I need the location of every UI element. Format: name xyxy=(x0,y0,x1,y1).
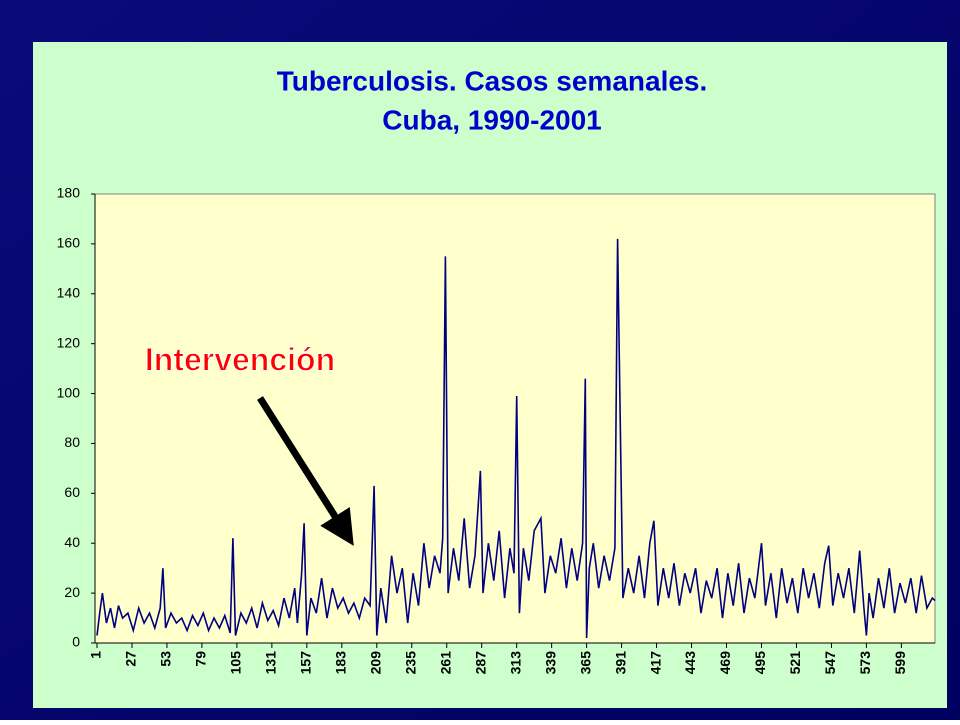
annotation: Intervención xyxy=(145,341,335,377)
annotation-arrow xyxy=(257,396,354,546)
y-tick-label: 80 xyxy=(64,434,80,450)
x-tick-label: 495 xyxy=(752,651,768,675)
x-tick-label: 105 xyxy=(228,651,244,675)
y-tick-label: 0 xyxy=(72,634,80,650)
data-line xyxy=(96,238,936,639)
x-tick-label: 235 xyxy=(402,651,418,675)
x-tick-label: 443 xyxy=(682,651,698,675)
x-tick-label: 183 xyxy=(333,651,349,675)
y-tick-label: 20 xyxy=(64,584,80,600)
x-tick-label: 339 xyxy=(542,651,558,675)
x-tick-label: 53 xyxy=(158,651,174,667)
y-tick-label: 180 xyxy=(57,185,81,201)
x-tick-label: 599 xyxy=(892,651,908,675)
y-tick-label: 160 xyxy=(57,235,81,251)
x-tick-label: 261 xyxy=(437,651,453,675)
x-tick-label: 79 xyxy=(193,651,209,667)
y-tick-label: 40 xyxy=(64,534,80,550)
x-tick-label: 131 xyxy=(263,651,279,675)
chart-title: Tuberculosis. Casos semanales. xyxy=(277,65,708,96)
x-tick-label: 365 xyxy=(577,651,593,675)
x-tick-label: 547 xyxy=(822,651,838,675)
x-tick-label: 391 xyxy=(612,651,628,675)
y-tick-label: 120 xyxy=(57,334,81,350)
x-tick-label: 313 xyxy=(507,651,523,675)
y-tick-label: 60 xyxy=(64,484,80,500)
x-tick-label: 417 xyxy=(647,651,663,675)
y-tick-label: 100 xyxy=(57,384,81,400)
y-tick-label: 140 xyxy=(57,284,81,300)
x-tick-label: 209 xyxy=(367,651,383,675)
plot-area xyxy=(94,193,936,644)
x-tick-label: 157 xyxy=(298,651,314,675)
x-tick-label: 1 xyxy=(88,651,104,659)
chart-subtitle: Cuba, 1990-2001 xyxy=(382,104,601,135)
plot: 0 20 40 60 80 100 120 140 160 180 1 27 53 79 105 131 157… xyxy=(57,185,936,675)
x-tick-label: 27 xyxy=(123,651,139,667)
x-tick-label: 469 xyxy=(717,651,733,675)
x-tick-label: 287 xyxy=(472,651,488,675)
x-tick-label: 521 xyxy=(787,651,803,675)
x-tick-label: 573 xyxy=(857,651,873,675)
